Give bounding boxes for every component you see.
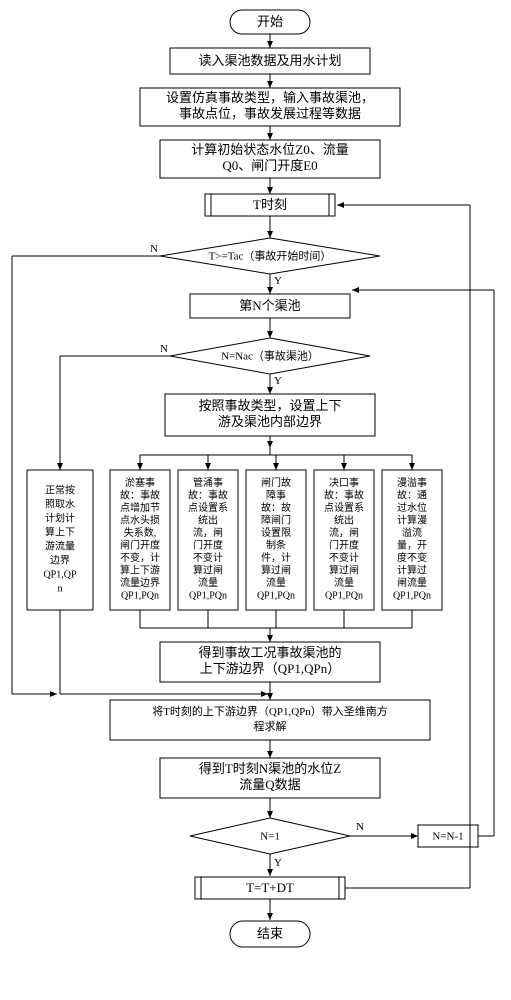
svg-text:算过闸: 算过闸 [261,564,291,577]
svg-text:统出: 统出 [198,514,218,527]
svg-text:流，闸: 流，闸 [329,526,359,539]
svg-text:读入渠池数据及用水计划: 读入渠池数据及用水计划 [198,53,341,68]
svg-text:Q0、闸门开度E0: Q0、闸门开度E0 [222,158,317,173]
svg-text:点水头损: 点水头损 [120,514,160,527]
svg-text:QP1,PQn: QP1,PQn [121,591,159,602]
svg-text:N=1: N=1 [260,831,280,843]
svg-text:闸门故: 闸门故 [261,476,291,489]
svg-text:障闸门: 障闸门 [261,514,291,527]
svg-text:得到T时刻N渠池的水位Z: 得到T时刻N渠池的水位Z [199,761,341,776]
svg-text:故：事故: 故：事故 [324,489,364,502]
svg-text:按照事故类型，设置上下: 按照事故类型，设置上下 [198,398,341,413]
svg-text:过水位: 过水位 [397,501,427,514]
svg-text:算上下: 算上下 [45,525,75,538]
svg-text:流量边界: 流量边界 [120,576,160,589]
svg-text:统出: 统出 [334,514,354,527]
svg-text:量，开: 量，开 [397,540,427,552]
svg-text:淤塞事: 淤塞事 [125,476,155,489]
svg-text:算上下游: 算上下游 [120,564,160,577]
svg-text:QP1,PQn: QP1,PQn [325,591,363,602]
svg-text:第N个渠池: 第N个渠池 [239,298,300,313]
svg-text:算过闸: 算过闸 [329,564,359,577]
svg-text:QP1,PQn: QP1,PQn [257,591,295,602]
svg-text:不变，计: 不变，计 [120,551,160,564]
svg-text:点设置系: 点设置系 [324,502,364,514]
svg-text:照取水: 照取水 [45,498,75,510]
svg-text:设置仿真事故类型，输入事故渠池，: 设置仿真事故类型，输入事故渠池， [166,90,374,105]
svg-text:计算过: 计算过 [397,564,427,577]
svg-text:失系数,: 失系数, [124,526,157,539]
svg-text:门开度: 门开度 [329,539,359,552]
svg-text:QP1,PQn: QP1,PQn [189,591,227,602]
svg-text:边界: 边界 [50,554,70,566]
svg-text:不变计: 不变计 [329,551,359,564]
svg-text:N: N [160,343,168,355]
svg-text:T时刻: T时刻 [253,197,287,212]
svg-text:游及渠池内部边界: 游及渠池内部边界 [218,414,322,429]
svg-text:管涌事: 管涌事 [193,476,223,489]
svg-text:溢流: 溢流 [402,526,422,539]
svg-text:门开度: 门开度 [193,539,223,552]
svg-text:障事: 障事 [266,489,286,502]
svg-text:故：故: 故：故 [261,501,291,514]
svg-text:T=T+DT: T=T+DT [246,880,294,895]
svg-text:不变计: 不变计 [193,551,223,564]
svg-text:流量: 流量 [198,576,218,589]
svg-text:制条: 制条 [266,539,286,552]
svg-text:n: n [58,583,63,594]
svg-text:游流量: 游流量 [45,539,75,552]
svg-text:点设置系: 点设置系 [188,502,228,514]
svg-text:开始: 开始 [257,14,283,29]
svg-text:QP1,PQn: QP1,PQn [393,591,431,602]
svg-text:N=N-1: N=N-1 [432,831,463,843]
svg-text:QP1,QP: QP1,QP [43,569,77,580]
svg-text:事故点位，事故发展过程等数据: 事故点位，事故发展过程等数据 [179,106,361,121]
svg-text:故：通: 故：通 [397,489,427,502]
svg-text:Y: Y [274,857,282,869]
svg-text:闸门开度: 闸门开度 [120,539,160,552]
svg-text:上下游边界（QP1,QPn）: 上下游边界（QP1,QPn） [200,661,341,676]
svg-text:程求解: 程求解 [254,719,287,733]
svg-text:将T时刻的上下游边界（QP1,QPn）带入圣维南方: 将T时刻的上下游边界（QP1,QPn）带入圣维南方 [152,704,388,718]
svg-text:计算漫: 计算漫 [397,514,427,527]
svg-text:得到事故工况事故渠池的: 得到事故工况事故渠池的 [198,645,341,660]
svg-text:故：事故: 故：事故 [120,489,160,502]
svg-text:结束: 结束 [257,926,283,941]
svg-text:正常按: 正常按 [45,483,75,496]
svg-text:Y: Y [274,275,282,287]
svg-text:件，计: 件，计 [261,551,291,564]
svg-text:N: N [356,821,364,833]
svg-text:设置限: 设置限 [261,527,291,539]
svg-text:算过闸: 算过闸 [193,564,223,577]
svg-text:故：事故: 故：事故 [188,489,228,502]
svg-text:N=Nac（事故渠池）: N=Nac（事故渠池） [221,349,319,363]
svg-text:闸流量: 闸流量 [397,576,427,589]
svg-text:决口事: 决口事 [329,476,359,489]
svg-text:流，闸: 流，闸 [193,526,223,539]
svg-text:计划计: 计划计 [45,511,75,524]
svg-text:度不变: 度不变 [397,551,427,564]
svg-text:漫溢事: 漫溢事 [397,476,427,489]
svg-text:流量: 流量 [334,576,354,589]
svg-text:计算初始状态水位Z0、流量: 计算初始状态水位Z0、流量 [191,142,348,157]
svg-text:N: N [150,243,158,255]
svg-text:流量: 流量 [266,576,286,589]
svg-text:T>=Tac（事故开始时间）: T>=Tac（事故开始时间） [209,249,332,263]
svg-text:流量Q数据: 流量Q数据 [239,777,300,792]
svg-text:点增加节: 点增加节 [120,501,160,514]
svg-text:Y: Y [274,375,282,387]
